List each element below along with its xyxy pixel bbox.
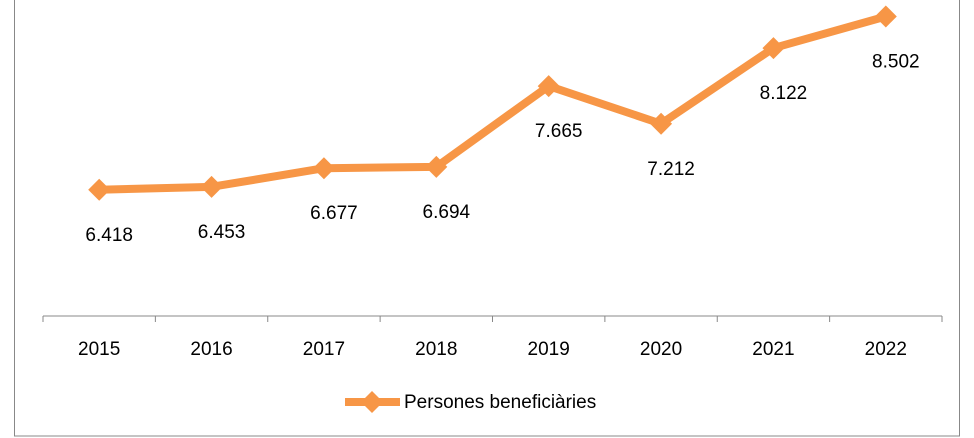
legend-marker	[361, 391, 383, 413]
legend-label: Persones beneficiàries	[404, 392, 596, 413]
x-tick-label: 2016	[190, 339, 232, 360]
point-marker	[88, 178, 111, 201]
chart-frame	[14, 0, 960, 437]
data-label: 7.665	[535, 121, 583, 142]
x-tick-label: 2019	[528, 339, 570, 360]
series-line	[99, 12, 887, 194]
point-marker	[425, 155, 448, 178]
data-label: 8.502	[872, 51, 920, 72]
data-label: 6.677	[310, 203, 358, 224]
data-label: 6.418	[85, 225, 133, 246]
data-label: 8.122	[760, 83, 808, 104]
point-marker	[312, 157, 335, 180]
x-tick-label: 2017	[303, 339, 345, 360]
x-tick-label: 2022	[865, 339, 907, 360]
data-label: 6.453	[198, 222, 246, 243]
data-label: 6.694	[423, 202, 471, 223]
x-tick-label: 2020	[640, 339, 682, 360]
x-tick-label: 2021	[752, 339, 794, 360]
point-marker	[762, 37, 785, 60]
point-marker	[650, 112, 673, 135]
point-marker	[200, 175, 223, 198]
point-marker	[874, 5, 897, 28]
x-tick-label: 2015	[78, 339, 120, 360]
point-marker	[537, 75, 560, 98]
x-tick-label: 2018	[415, 339, 457, 360]
data-label: 7.212	[647, 159, 695, 180]
